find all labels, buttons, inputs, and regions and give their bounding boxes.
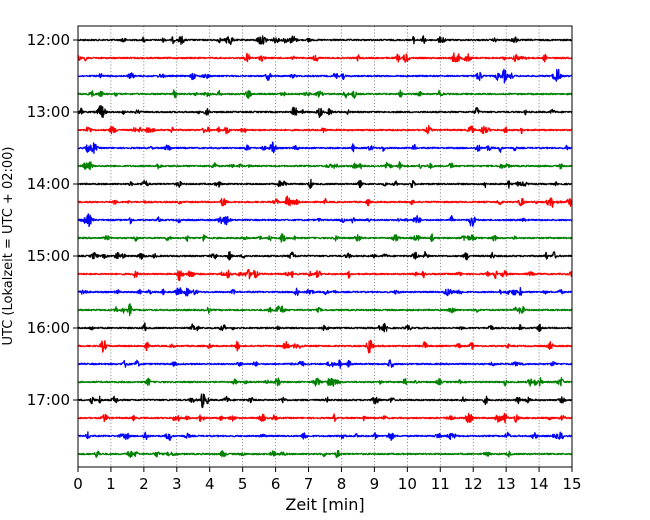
- x-axis-label: Zeit [min]: [285, 495, 364, 514]
- x-tick-label: 15: [562, 475, 581, 493]
- y-tick-label: 14:00: [27, 175, 70, 193]
- x-tick-label: 0: [73, 475, 83, 493]
- trace-line: [77, 232, 573, 243]
- trace-line: [77, 195, 573, 208]
- x-tick-label: 8: [337, 475, 347, 493]
- y-tick-label: 16:00: [27, 319, 70, 337]
- trace-line: [77, 161, 573, 171]
- x-tick-label: 5: [238, 475, 248, 493]
- plot-frame: [77, 25, 573, 468]
- trace-line: [77, 141, 573, 155]
- trace-line: [77, 377, 573, 387]
- x-tick-label: 7: [304, 475, 314, 493]
- trace-line: [77, 412, 573, 424]
- trace-line: [77, 35, 573, 46]
- trace-line: [77, 393, 573, 409]
- y-axis-label: UTC (Lokalzeit = UTC + 02:00): [1, 147, 16, 346]
- x-tick-label: 11: [431, 475, 450, 493]
- x-tick-label: 6: [271, 475, 281, 493]
- x-tick-label: 3: [172, 475, 182, 493]
- x-tick-label: 4: [205, 475, 215, 493]
- x-tick-label: 10: [398, 475, 417, 493]
- trace-line: [77, 303, 573, 317]
- trace-line: [77, 287, 573, 297]
- trace-line: [77, 268, 573, 282]
- x-tick-label: 13: [497, 475, 516, 493]
- trace-line: [77, 52, 573, 63]
- y-axis-ticks: 12:00 13:00 14:00 15:00 16:00 17:00: [27, 31, 78, 409]
- trace-line: [77, 322, 573, 333]
- x-tick-label: 12: [464, 475, 483, 493]
- trace-line: [77, 105, 573, 119]
- trace-line: [77, 359, 573, 369]
- y-tick-label: 17:00: [27, 391, 70, 409]
- x-tick-label: 1: [106, 475, 116, 493]
- trace-line: [77, 431, 573, 441]
- trace-line: [77, 449, 573, 459]
- y-tick-label: 13:00: [27, 103, 70, 121]
- x-tick-label: 2: [139, 475, 149, 493]
- trace-line: [77, 213, 573, 228]
- trace-line: [77, 339, 573, 354]
- y-tick-label: 15:00: [27, 247, 70, 265]
- trace-line: [77, 251, 573, 261]
- y-tick-label: 12:00: [27, 31, 70, 49]
- trace-line: [77, 124, 573, 135]
- trace-line: [77, 178, 573, 190]
- x-axis-ticks: 0 1 2 3 4 5 6 7 8 9 10 11 12 13 14 15: [73, 467, 582, 493]
- trace-lines: [77, 35, 573, 459]
- trace-line: [77, 89, 573, 99]
- plot-area-background: [78, 26, 572, 467]
- x-tick-label: 9: [370, 475, 380, 493]
- trace-line: [77, 68, 573, 84]
- x-tick-label: 14: [530, 475, 549, 493]
